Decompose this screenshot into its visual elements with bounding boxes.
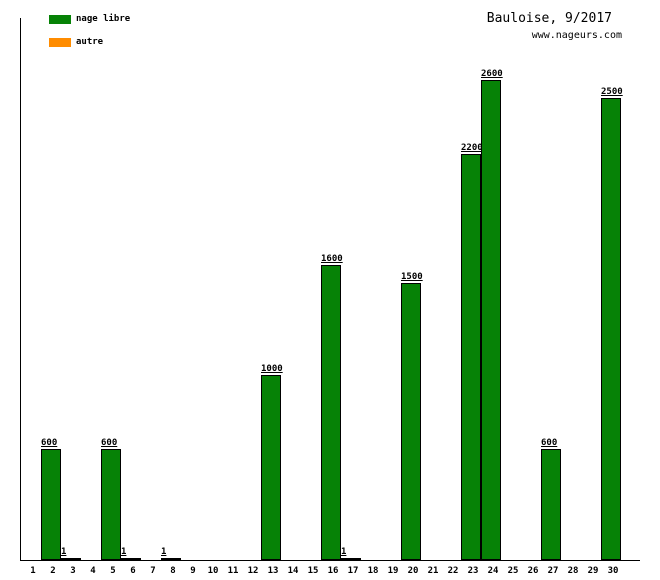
- x-tick-label-19: 19: [387, 566, 399, 576]
- x-tick-label-1: 1: [30, 566, 36, 576]
- x-tick-label-13: 13: [267, 566, 279, 576]
- bar-day-30-nage-libre: [601, 98, 621, 560]
- legend-swatch-nage-libre-icon: [49, 14, 71, 24]
- x-tick-label-20: 20: [407, 566, 419, 576]
- bar-value-label-day-20: 1500: [401, 272, 423, 282]
- bar-value-label-day-6: 1: [121, 547, 127, 557]
- bar-day-2-nage-libre: [41, 449, 61, 560]
- site-watermark: www.nageurs.com: [531, 30, 622, 41]
- x-tick-label-17: 17: [347, 566, 359, 576]
- x-tick-label-2: 2: [50, 566, 56, 576]
- x-tick-label-21: 21: [427, 566, 439, 576]
- x-tick-label-14: 14: [287, 566, 299, 576]
- x-tick-label-6: 6: [130, 566, 136, 576]
- bar-value-label-day-2: 600: [41, 438, 58, 448]
- x-tick-label-25: 25: [507, 566, 519, 576]
- bar-day-13-nage-libre: [261, 375, 281, 560]
- bar-day-6-nage-libre: [121, 558, 141, 560]
- x-tick-label-12: 12: [247, 566, 259, 576]
- x-tick-label-30: 30: [607, 566, 619, 576]
- x-tick-label-10: 10: [207, 566, 219, 576]
- x-tick-label-11: 11: [227, 566, 239, 576]
- x-tick-label-4: 4: [90, 566, 96, 576]
- bar-value-label-day-3: 1: [61, 547, 67, 557]
- bar-value-label-day-13: 1000: [261, 364, 283, 374]
- bar-value-label-day-27: 600: [541, 438, 558, 448]
- bar-day-23-nage-libre: [461, 154, 481, 560]
- bar-value-label-day-30: 2500: [601, 87, 623, 97]
- bar-value-label-day-5: 600: [101, 438, 118, 448]
- bar-day-17-nage-libre: [341, 558, 361, 560]
- x-tick-label-5: 5: [110, 566, 116, 576]
- x-tick-label-16: 16: [327, 566, 339, 576]
- legend: nage libre autre: [49, 14, 130, 60]
- x-tick-label-29: 29: [587, 566, 599, 576]
- x-tick-label-28: 28: [567, 566, 579, 576]
- bar-day-16-nage-libre: [321, 265, 341, 560]
- legend-label-nage-libre: nage libre: [76, 14, 131, 24]
- bar-value-label-day-8: 1: [161, 547, 167, 557]
- bar-day-27-nage-libre: [541, 449, 561, 560]
- plot-area: 600 1 600 1 1 1000 1600 1 1500 2200 2600 600 2500: [20, 18, 640, 561]
- x-tick-label-9: 9: [190, 566, 196, 576]
- bar-day-20-nage-libre: [401, 283, 421, 560]
- x-tick-label-7: 7: [150, 566, 156, 576]
- x-tick-label-15: 15: [307, 566, 319, 576]
- x-tick-label-8: 8: [170, 566, 176, 576]
- legend-label-autre: autre: [76, 37, 104, 47]
- bar-value-label-day-23: 2200: [461, 143, 483, 153]
- x-tick-label-22: 22: [447, 566, 459, 576]
- bar-value-label-day-24: 2600: [481, 69, 503, 79]
- bar-day-8-autre: [161, 558, 181, 560]
- legend-item-autre: autre: [49, 37, 130, 47]
- bar-day-24-nage-libre: [481, 80, 501, 560]
- x-tick-label-23: 23: [467, 566, 479, 576]
- bar-value-label-day-17: 1: [341, 547, 347, 557]
- x-tick-label-26: 26: [527, 566, 539, 576]
- legend-swatch-autre-icon: [49, 37, 71, 47]
- bar-day-5-nage-libre: [101, 449, 121, 560]
- legend-item-nage-libre: nage libre: [49, 14, 130, 24]
- x-tick-label-27: 27: [547, 566, 559, 576]
- x-tick-label-18: 18: [367, 566, 379, 576]
- x-axis-labels: 1 2 3 4 5 6 7 8 9 10 11 12 13 14 15 16 17 18 19 20 21 22 23 24 2…: [21, 566, 641, 578]
- x-tick-label-24: 24: [487, 566, 499, 576]
- bar-day-3-nage-libre: [61, 558, 81, 560]
- bar-value-label-day-16: 1600: [321, 254, 343, 264]
- x-tick-label-3: 3: [70, 566, 76, 576]
- page-title: Bauloise, 9/2017: [486, 11, 612, 26]
